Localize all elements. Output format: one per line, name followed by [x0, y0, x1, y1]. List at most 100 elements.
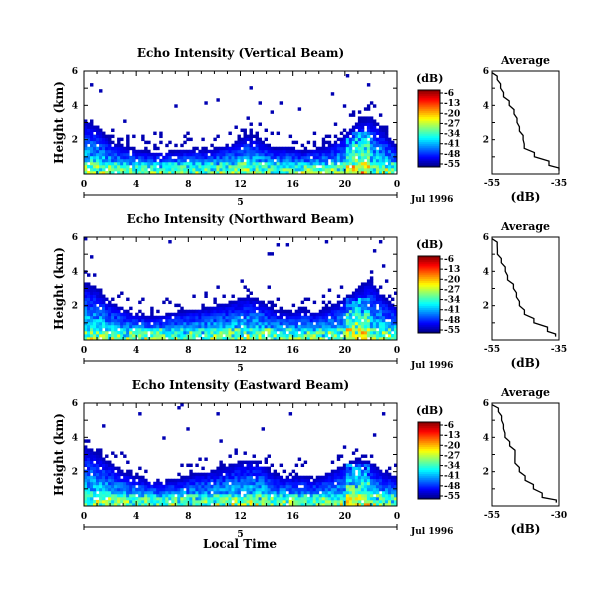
heatmap-cell — [105, 493, 109, 498]
heatmap-cell — [279, 484, 284, 489]
heatmap-cell — [237, 484, 241, 489]
heatmap-cell — [141, 499, 145, 504]
colorbar-tick-label: -55 — [444, 492, 460, 502]
heatmap-cell — [129, 499, 133, 504]
heatmap-cell — [342, 330, 347, 335]
heatmap-cell — [150, 327, 154, 332]
heatmap-cell — [351, 493, 356, 498]
heatmap-cell — [282, 481, 287, 486]
heatmap-cell — [93, 285, 97, 289]
x-axis: 0 4 8 12 16 20 0 — [81, 403, 400, 522]
heatmap-cell — [339, 306, 344, 311]
heatmap-cell — [387, 487, 392, 492]
heatmap-cell — [309, 496, 314, 501]
heatmap-cell — [228, 303, 232, 308]
heatmap-cell — [375, 502, 380, 507]
heatmap-cell — [114, 502, 118, 507]
heatmap-cell — [276, 131, 281, 136]
heatmap-cell — [204, 291, 208, 295]
panel-title: Echo Intensity (Eastward Beam) — [132, 378, 349, 392]
heatmap-cell — [243, 140, 247, 145]
colorbar-tick-label: -34 — [444, 296, 460, 306]
heatmap-cell — [207, 318, 211, 323]
heatmap-cell — [108, 475, 112, 480]
heatmap-cell — [264, 321, 268, 326]
heatmap-cell — [153, 131, 157, 136]
heatmap-cell — [231, 324, 235, 329]
heatmap-cell — [144, 321, 148, 326]
heatmap-cell — [360, 140, 365, 145]
heatmap-cell — [105, 318, 109, 323]
heatmap-cell — [345, 134, 350, 139]
heatmap-cell — [84, 131, 88, 136]
heatmap-cell — [306, 478, 311, 483]
heatmap-cell — [321, 478, 326, 483]
average-y-tick-label: 2 — [483, 302, 489, 312]
heatmap-cell — [354, 122, 359, 126]
heatmap-cell — [225, 496, 229, 501]
colorbar-segment — [418, 454, 440, 458]
heatmap-cell — [309, 481, 314, 486]
heatmap-cell — [306, 155, 311, 160]
heatmap-cell — [375, 333, 380, 338]
heatmap-cell — [111, 487, 115, 492]
heatmap-cell — [249, 493, 253, 498]
heatmap-cell — [189, 318, 193, 323]
heatmap-cell — [114, 333, 118, 338]
heatmap-cell — [288, 155, 293, 160]
heatmap-cell — [114, 155, 118, 160]
heatmap-cell — [102, 499, 106, 504]
heatmap-cell — [339, 496, 344, 501]
heatmap-cell — [336, 158, 341, 163]
heatmap-cell — [258, 333, 262, 338]
heatmap-cell — [213, 481, 217, 486]
heatmap-cell — [372, 128, 377, 132]
heatmap-cell — [327, 300, 332, 305]
heatmap-cell — [375, 300, 380, 305]
heatmap-cell — [324, 502, 329, 507]
heatmap-cell — [243, 502, 247, 507]
colorbar-segment — [418, 120, 440, 124]
heatmap-cell — [393, 315, 398, 320]
heatmap-cell — [276, 149, 281, 154]
heatmap-cell — [246, 155, 250, 160]
heatmap-cell — [213, 484, 217, 489]
heatmap-cell — [156, 493, 160, 498]
heatmap-cell — [393, 321, 398, 326]
heatmap-cell — [354, 318, 359, 323]
heatmap-cell — [297, 475, 302, 480]
heatmap-cell — [237, 478, 241, 483]
heatmap-cell — [246, 306, 250, 311]
heatmap-cell — [174, 324, 178, 329]
heatmap-cell — [321, 502, 326, 507]
heatmap-cell — [102, 137, 106, 142]
heatmap-cell — [216, 303, 220, 308]
heatmap-cell — [270, 131, 275, 136]
heatmap-cell — [303, 493, 308, 498]
heatmap-cell — [315, 333, 320, 338]
heatmap-cell — [216, 309, 220, 314]
heatmap-cell — [87, 125, 91, 129]
heatmap-cell — [240, 158, 244, 163]
heatmap-cell — [228, 324, 232, 329]
heatmap-cell — [357, 155, 362, 160]
heatmap-cell — [93, 300, 97, 305]
heatmap-cell — [201, 315, 205, 320]
heatmap-cell — [204, 170, 208, 175]
heatmap-cell — [324, 478, 329, 483]
heatmap-cell — [180, 143, 184, 148]
heatmap-cell — [87, 318, 91, 323]
heatmap-cell — [156, 152, 160, 157]
heatmap-cell — [99, 318, 103, 323]
heatmap-cell — [369, 122, 374, 126]
heatmap-cell — [387, 170, 392, 175]
heatmap-cell — [105, 152, 109, 157]
heatmap-cell — [261, 170, 265, 175]
heatmap-cell — [96, 134, 100, 139]
heatmap-cell — [153, 330, 157, 335]
heatmap-cell — [84, 309, 88, 314]
heatmap-cell — [249, 158, 253, 163]
heatmap-cell — [288, 164, 293, 169]
heatmap-cell — [192, 149, 196, 154]
heatmap-cell — [126, 315, 130, 320]
